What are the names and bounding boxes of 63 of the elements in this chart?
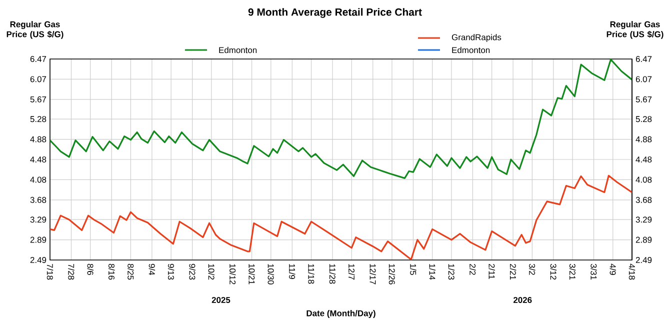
y2-tick-label: 2.89 (636, 236, 652, 243)
x-axis-title: Date (Month/Day) (306, 310, 376, 318)
x-tick-label: 9/13 (168, 264, 174, 280)
x-tick-label: 1/14 (429, 264, 436, 280)
y2-tick-label: 6.07 (636, 76, 652, 82)
x-tick-label: 12/7 (348, 264, 355, 280)
x-tick-label: 1/5 (410, 264, 416, 275)
x-tick-label: 10/2 (208, 264, 215, 280)
x-tick-label: 2/2 (470, 264, 476, 275)
y-tick-label: 4.88 (30, 136, 46, 142)
legend-label: GrandRapids (452, 34, 502, 42)
y-tick-label: 2.89 (30, 236, 46, 243)
x-tick-label: 8/6 (87, 264, 94, 275)
x-tick-label: 3/12 (550, 264, 557, 280)
y-tick-label: 6.47 (30, 56, 46, 62)
x-tick-label: 2/11 (488, 264, 495, 279)
x-tick-label: 2/21 (510, 264, 516, 280)
y-tick-label: 5.67 (30, 96, 46, 102)
y-tick-label: 3.68 (30, 196, 46, 203)
y2-tick-label: 4.48 (636, 156, 652, 162)
x-tick-label: 3/2 (529, 264, 536, 275)
line-series (50, 174, 632, 260)
x-tick-label: 7/28 (68, 264, 74, 280)
y2-axis-title: Regular Gas Price (US $/G) (606, 21, 664, 39)
x-tick-label: 7/18 (46, 264, 54, 280)
y2-tick-label: 4.08 (636, 176, 652, 183)
x-tick-label: 10/12 (230, 264, 236, 284)
y-tick-label: 4.08 (30, 176, 46, 183)
x-tick-label: 10/21 (248, 264, 255, 284)
x-tick-label: 4/18 (628, 264, 636, 280)
text: 2026 (513, 297, 532, 303)
y2-tick-label: 3.29 (636, 216, 652, 223)
x-tick-label: 10/30 (268, 264, 274, 284)
y2-tick-label: 5.28 (636, 116, 652, 122)
y2-tick-label: 5.67 (636, 96, 652, 102)
line-series (50, 59, 632, 179)
x-tick-label: 8/16 (108, 264, 115, 280)
x-tick-label: 8/25 (128, 264, 134, 280)
legend-label: Edmonton (452, 46, 490, 54)
y-tick-label: 2.49 (30, 257, 46, 263)
y2-tick-label: 3.68 (636, 196, 652, 203)
legend-label: Edmonton (219, 46, 257, 54)
y-tick-label: 4.48 (30, 156, 46, 162)
x-tick-label: 11/9 (289, 264, 296, 279)
x-tick-label: 12/26 (388, 264, 396, 284)
text: 2025 (212, 297, 230, 303)
chart-title: 9 Month Average Retail Price Chart (248, 8, 422, 18)
x-tick-label: 11/18 (308, 264, 314, 284)
x-tick-label: 9/23 (189, 264, 196, 280)
x-tick-label: 9/4 (148, 264, 156, 276)
x-tick-label: 11/28 (329, 264, 336, 284)
x-tick-label: 12/17 (370, 264, 376, 284)
y-tick-label: 5.28 (30, 116, 46, 122)
y-tick-label: 3.29 (30, 216, 46, 223)
x-tick-label: 3/31 (590, 264, 597, 280)
y-axis-title: Regular Gas Price (US $/G) (6, 21, 64, 39)
x-tick-label: 3/21 (569, 264, 576, 280)
y2-tick-label: 6.47 (636, 56, 652, 62)
y-tick-label: 6.07 (30, 76, 46, 82)
x-tick-label: 1/23 (448, 264, 455, 280)
y2-tick-label: 2.49 (636, 257, 652, 263)
x-tick-label: 4/9 (610, 264, 616, 275)
y2-tick-label: 4.88 (636, 136, 652, 142)
